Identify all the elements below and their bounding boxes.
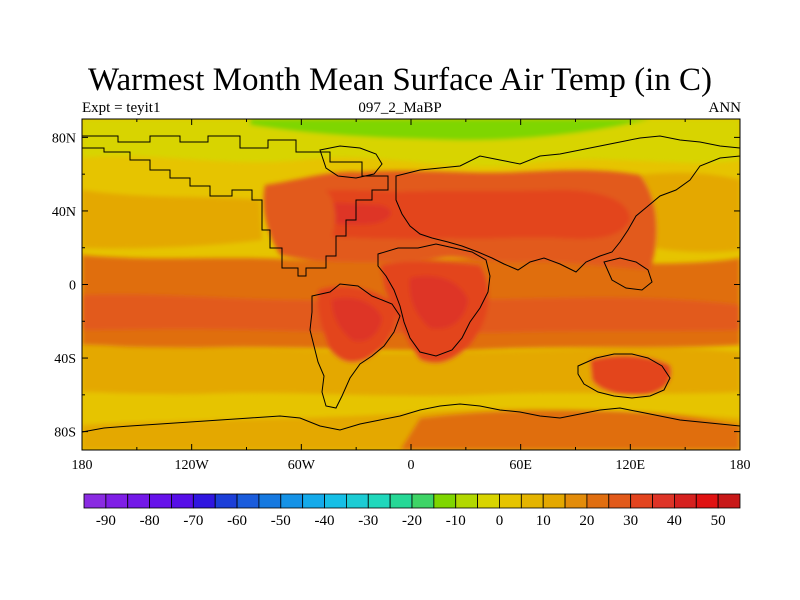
coastline-south-america <box>309 283 401 409</box>
colorbar-label: -10 <box>446 513 466 529</box>
colorbar-box <box>499 493 522 509</box>
north-ocean-band-25 <box>82 190 262 249</box>
eurasia-land-40 <box>285 190 630 239</box>
colorbar-label: 40 <box>667 513 682 529</box>
colorbar-label: 20 <box>579 513 594 529</box>
colorbar-label: -90 <box>96 513 116 529</box>
y-tick-label: 80N <box>52 131 76 146</box>
colorbar-box <box>324 493 347 509</box>
colorbar-label: -80 <box>140 513 160 529</box>
colorbar-box <box>171 493 194 509</box>
field-contours <box>82 119 740 450</box>
colorbar-box <box>105 493 129 509</box>
coastline-antarctica <box>82 403 740 433</box>
colorbar-box <box>433 493 457 509</box>
time-period-label: 097_2_MaBP <box>358 100 442 116</box>
map-axes: 180 120W 60W 0 60E 120E 180 80N 40N 0 40S 80S <box>52 119 751 473</box>
colorbar-box <box>542 493 566 509</box>
south-america-land-45 <box>332 298 382 342</box>
x-tick-label: 180 <box>72 458 93 473</box>
colorbar-label: -60 <box>227 513 247 529</box>
australia-land-40 <box>590 355 672 396</box>
colorbar-box <box>127 493 150 509</box>
colorbar-box <box>652 493 675 509</box>
south-band-25 <box>82 345 740 396</box>
colorbar-box <box>717 493 741 509</box>
colorbar-box <box>608 493 632 509</box>
x-tick-label: 180 <box>730 458 751 473</box>
colorbar-box <box>367 493 391 509</box>
colorbar-box <box>630 493 653 509</box>
colorbar-label: 50 <box>711 513 726 529</box>
coastline-australia <box>577 353 671 399</box>
colorbar-box <box>192 493 216 509</box>
y-tick-label: 80S <box>54 426 76 441</box>
colorbar-box <box>345 493 369 509</box>
colorbar: -90 -80 -70 -60 -50 -40 -30 -20 -10 0 10 20 30 40 50 <box>83 493 741 529</box>
colorbar-box <box>280 493 304 509</box>
colorbar-label: 30 <box>623 513 638 529</box>
colorbar-box <box>455 493 479 509</box>
colorbar-box <box>83 493 107 509</box>
map-title: Warmest Month Mean Surface Air Temp (in … <box>87 62 713 98</box>
colorbar-box <box>477 493 500 509</box>
coastline-southeast-asia <box>603 257 653 291</box>
colorbar-box <box>411 493 435 509</box>
colorbar-box <box>389 493 413 509</box>
coastline-africa <box>377 243 491 357</box>
africa-land-45 <box>409 276 468 329</box>
y-tick-label: 40N <box>52 205 76 220</box>
colorbar-label: -40 <box>315 513 335 529</box>
colorbar-label: -20 <box>402 513 422 529</box>
colorbar-box <box>674 493 697 509</box>
colorbar-box <box>258 493 282 509</box>
experiment-label: Expt = teyit1 <box>82 100 161 116</box>
colorbar-box <box>695 493 719 509</box>
temperature-field <box>82 119 740 450</box>
colorbar-box <box>214 493 238 509</box>
x-tick-label: 120W <box>175 458 210 473</box>
colorbar-box <box>564 493 588 509</box>
coastline-greenland <box>319 145 383 179</box>
season-label: ANN <box>708 100 742 116</box>
x-tick-label: 120E <box>616 458 646 473</box>
north-pacific-band-25 <box>640 172 740 253</box>
x-tick-label: 60W <box>288 458 316 473</box>
colorbar-label: 10 <box>536 513 551 529</box>
colorbar-label: -30 <box>358 513 378 529</box>
colorbar-label: -70 <box>183 513 203 529</box>
x-tick-label: 60E <box>509 458 532 473</box>
coastline-eurasia <box>395 135 740 273</box>
antarctic-band-30 <box>400 410 740 450</box>
colorbar-box <box>586 493 610 509</box>
colorbar-box <box>236 493 260 509</box>
y-tick-label: 40S <box>54 352 76 367</box>
colorbar-box <box>302 493 325 509</box>
coastlines <box>82 135 740 433</box>
colorbar-label: -50 <box>271 513 291 529</box>
arctic-band-0 <box>250 119 650 141</box>
colorbar-box <box>520 493 544 509</box>
x-tick-label: 0 <box>408 458 415 473</box>
coastline-north-america <box>82 135 389 277</box>
north-america-land-35 <box>267 183 336 259</box>
colorbar-label: 0 <box>496 513 504 529</box>
y-tick-label: 0 <box>69 279 76 294</box>
colorbar-box <box>149 493 172 509</box>
